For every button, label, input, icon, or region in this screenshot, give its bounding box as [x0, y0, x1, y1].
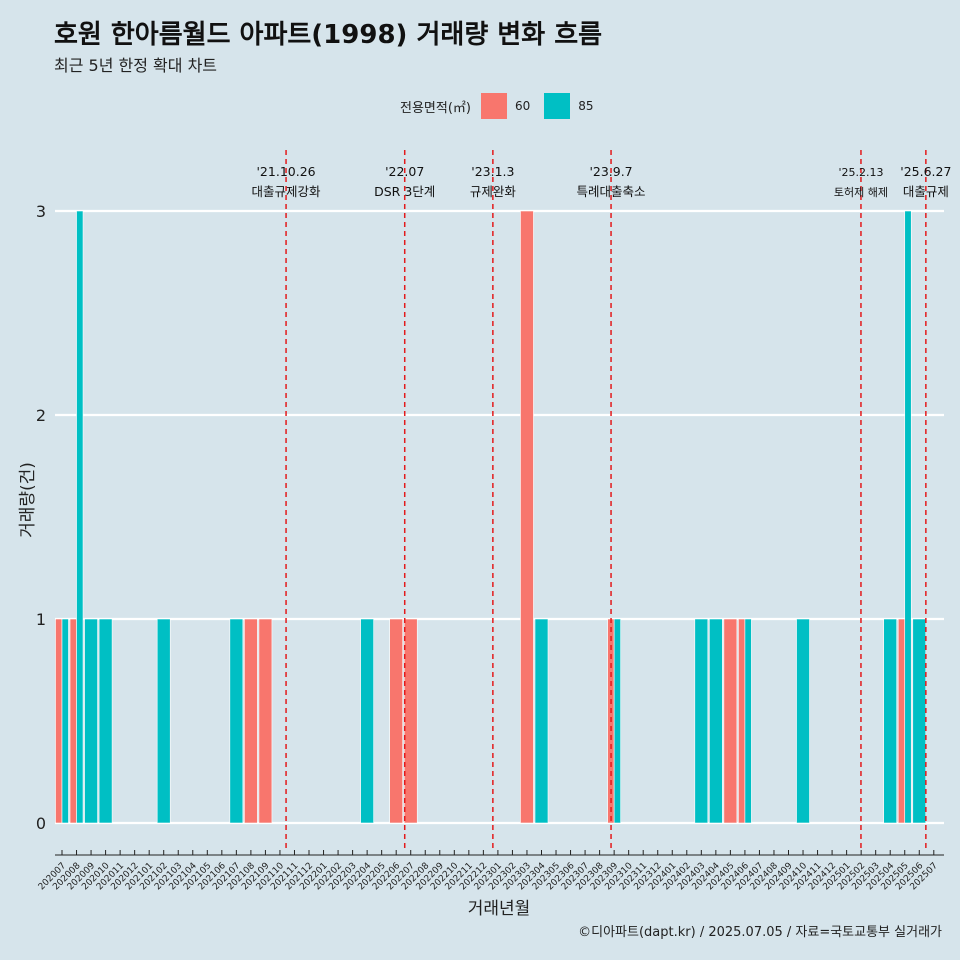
y-axis-title: 거래량(건): [18, 462, 38, 538]
chart-title: 호원 한아름월드 아파트(1998) 거래량 변화 흐름: [54, 20, 603, 50]
event-name-label: 대출규제강화: [252, 184, 322, 199]
bar: [229, 618, 244, 824]
bar: [244, 618, 258, 824]
bar: [897, 618, 906, 824]
bar: [796, 618, 810, 824]
legend-swatch-60: [480, 93, 507, 119]
bar: [694, 618, 709, 824]
bar: [84, 618, 98, 824]
bar: [738, 618, 746, 824]
legend-label-85: 85: [578, 99, 594, 113]
bar: [98, 618, 113, 824]
legend-title: 전용면적(㎡): [400, 100, 471, 116]
event-date-label: '23.1.3: [471, 164, 514, 179]
chart-subtitle: 최근 5년 한정 확대 차트: [54, 56, 218, 75]
event-date-label: '21.10.26: [257, 164, 316, 179]
bar: [883, 618, 898, 824]
event-name-label: 규제완화: [470, 184, 517, 199]
event-name-label: 토허제 해제: [834, 185, 888, 199]
bar: [389, 618, 403, 824]
bar: [156, 618, 171, 824]
bar: [258, 618, 273, 824]
bar: [403, 618, 418, 824]
bar: [534, 618, 549, 824]
legend-swatch-85: [544, 93, 571, 119]
bar: [912, 618, 927, 824]
event-date-label: '25.6.27: [900, 164, 951, 179]
y-tick-label: 1: [36, 610, 46, 629]
legend-label-60: 60: [514, 99, 531, 113]
bar: [76, 210, 84, 824]
source-caption: ©디아파트(dapt.kr) / 2025.07.05 / 자료=국토교통부 실…: [578, 925, 942, 940]
bar: [55, 618, 63, 824]
y-tick-label: 3: [36, 202, 46, 221]
legend: 전용면적(㎡) 60 85: [400, 93, 608, 119]
y-tick-label: 0: [36, 814, 46, 833]
bar: [744, 618, 752, 824]
event-date-label: '22.07: [385, 164, 424, 179]
bar: [69, 618, 77, 824]
event-name-label: 대출규제: [903, 184, 949, 199]
event-date-label: '23.9.7: [589, 164, 632, 179]
event-name-label: DSR 3단계: [374, 184, 435, 199]
bar: [613, 618, 621, 824]
bar: [61, 618, 69, 824]
bar: [904, 210, 912, 824]
y-tick-label: 2: [36, 406, 46, 425]
bar: [360, 618, 374, 824]
event-date-label: '25.2.13: [838, 166, 883, 179]
x-axis-title: 거래년월: [468, 899, 531, 919]
bar: [520, 210, 534, 824]
bar: [709, 618, 723, 824]
bar: [723, 618, 738, 824]
event-name-label: 특례대출축소: [577, 184, 646, 199]
